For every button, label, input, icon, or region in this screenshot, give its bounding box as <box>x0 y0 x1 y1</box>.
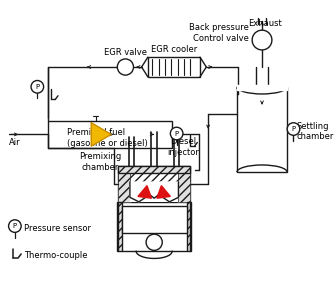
Bar <box>118 182 130 202</box>
Circle shape <box>146 234 162 250</box>
Bar <box>48 121 172 148</box>
Text: Air: Air <box>9 138 20 147</box>
Circle shape <box>252 30 272 50</box>
Text: Premixed fuel
(gasoline or diesel): Premixed fuel (gasoline or diesel) <box>67 128 148 148</box>
Text: Premixing
chamber: Premixing chamber <box>79 152 121 172</box>
Circle shape <box>117 59 134 75</box>
Circle shape <box>9 220 21 232</box>
Polygon shape <box>138 186 151 198</box>
Text: Exhaust: Exhaust <box>248 19 282 29</box>
Text: P: P <box>291 126 295 132</box>
Circle shape <box>31 81 44 93</box>
Bar <box>148 57 200 77</box>
Bar <box>187 202 191 251</box>
Bar <box>117 202 122 251</box>
Text: Settling
chamber: Settling chamber <box>296 122 334 141</box>
Text: P: P <box>13 223 17 229</box>
Circle shape <box>287 123 300 135</box>
Text: EGR cooler: EGR cooler <box>151 46 197 54</box>
Text: Pressure sensor: Pressure sensor <box>24 224 91 233</box>
Bar <box>130 182 179 202</box>
Text: EGR valve: EGR valve <box>104 48 147 57</box>
Polygon shape <box>130 182 179 202</box>
Circle shape <box>171 127 183 140</box>
Text: P: P <box>35 84 40 90</box>
Bar <box>122 206 187 233</box>
Polygon shape <box>91 123 111 146</box>
Bar <box>237 85 287 90</box>
Text: Back pressure
Control valve: Back pressure Control valve <box>189 23 249 43</box>
Polygon shape <box>157 186 171 198</box>
Bar <box>118 166 190 173</box>
Bar <box>118 166 130 202</box>
Bar <box>179 166 190 202</box>
Text: Diesel
injector: Diesel injector <box>168 137 200 156</box>
Bar <box>237 87 287 172</box>
Bar <box>118 166 190 202</box>
Text: P: P <box>175 131 179 136</box>
Text: Thermo-couple: Thermo-couple <box>24 251 87 260</box>
Bar <box>179 182 190 202</box>
